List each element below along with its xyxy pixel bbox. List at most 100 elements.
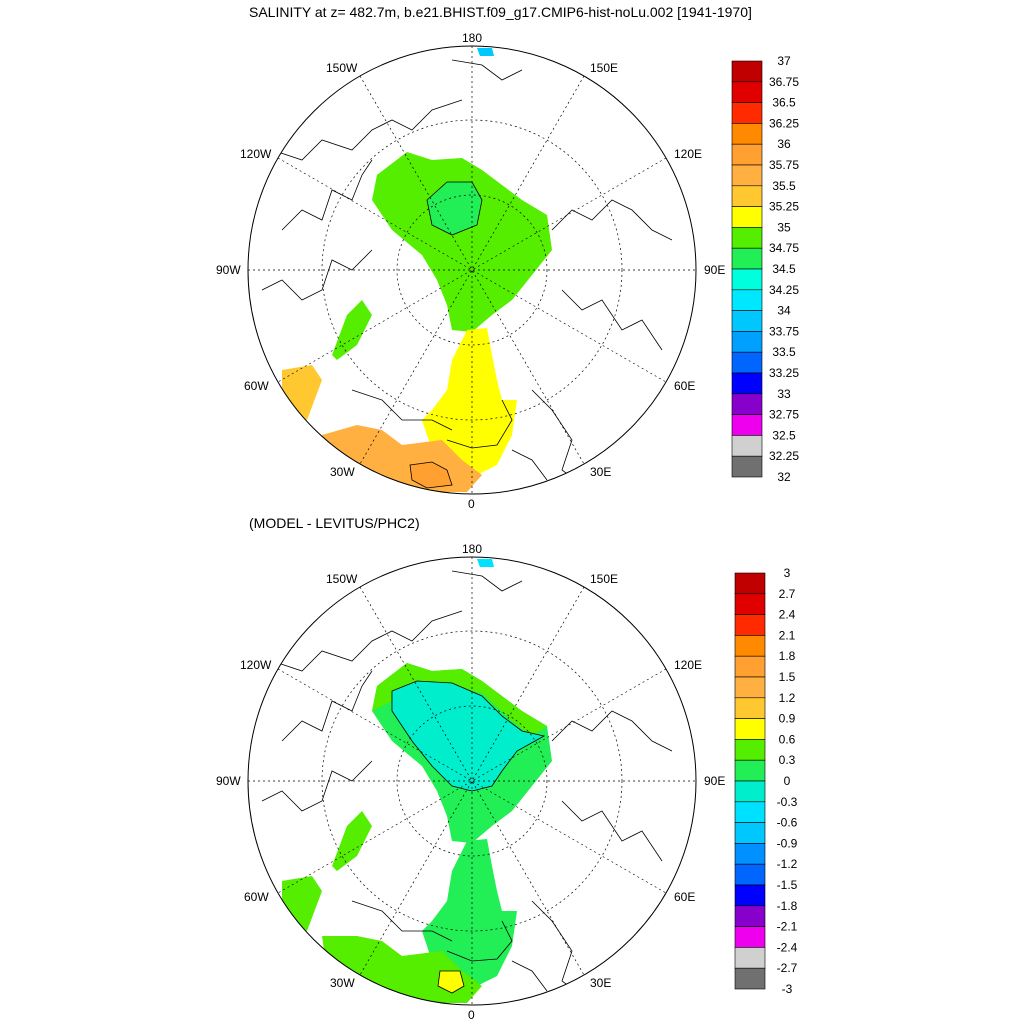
colorbar-swatch	[734, 635, 766, 657]
bottom-map: 180 150W 150E 120W 120E 90W 90E 60W 60E …	[216, 542, 725, 1022]
lon-label-30e: 30E	[590, 465, 611, 479]
colorbar-swatch	[734, 905, 766, 927]
diff-contour-nordic	[446, 920, 513, 962]
colorbar-swatch	[734, 822, 766, 844]
colorbar-swatch	[731, 60, 763, 83]
colorbar-swatch	[734, 655, 766, 678]
colorbar-label: -3	[782, 982, 793, 996]
colorbar-label: 33.75	[769, 324, 799, 338]
colorbar-swatch	[731, 435, 763, 457]
colorbar-label: 32.75	[769, 408, 799, 422]
colorbar-swatch	[734, 572, 766, 595]
colorbar-top: 37 36.75 36.5 36.25 36 35.75 35.5 35.25 35 34.75 3…	[731, 54, 799, 484]
colorbar-label: 34	[777, 304, 791, 318]
colorbar-swatch	[731, 351, 763, 374]
map-title: SALINITY at z= 482.7m, b.e21.BHIST.f09_g…	[249, 4, 752, 20]
colorbar-swatch	[731, 268, 763, 291]
colorbar-swatch	[731, 185, 763, 207]
colorbar-swatch	[734, 947, 766, 969]
salinity-field-atlantic-dark	[409, 461, 453, 489]
diff-field-atlantic-yellow	[437, 970, 465, 994]
colorbar-label: 2.1	[779, 628, 796, 642]
salinity-field-central	[372, 152, 552, 332]
lon-label-30w: 30W	[330, 976, 355, 990]
colorbar-swatch	[731, 143, 763, 166]
colorbar-label: 1.2	[779, 691, 796, 705]
lon-label-0: 0	[468, 1008, 475, 1022]
coastlines	[261, 59, 673, 486]
colorbar-swatch	[731, 289, 763, 311]
colorbar-swatch	[731, 393, 763, 415]
colorbar-label: 34.5	[772, 262, 796, 276]
lon-label-60w: 60W	[244, 890, 269, 904]
colorbar-swatch	[731, 81, 763, 103]
contour-nordic	[446, 399, 513, 449]
colorbar-swatch	[734, 863, 766, 886]
small-patch-bottom	[477, 559, 494, 567]
colorbar-label: 0	[784, 774, 791, 788]
colorbar-label: -1.5	[777, 878, 798, 892]
colorbar-swatch	[734, 739, 766, 761]
top-map: 180 150W 150E 120W 120E 90W 90E 60W 60E …	[216, 31, 725, 511]
colorbar-swatch	[731, 455, 763, 478]
lon-label-90w: 90W	[216, 774, 241, 788]
colorbar-swatch	[734, 926, 766, 948]
lon-label-60e: 60E	[674, 379, 695, 393]
lon-label-60w: 60W	[244, 379, 269, 393]
colorbar-label: -1.2	[777, 857, 798, 871]
colorbar-swatch	[731, 102, 763, 124]
diff-field-labrador-south	[282, 876, 322, 931]
coastlines-bottom	[261, 570, 673, 997]
colorbar-label: 0.9	[779, 712, 796, 726]
colorbar-label: 32	[777, 470, 791, 484]
lon-label-90e: 90E	[704, 263, 725, 277]
colorbar-swatch	[734, 843, 766, 865]
lon-label-120e: 120E	[674, 147, 702, 161]
lon-label-150w: 150W	[326, 572, 358, 586]
colorbar-label: 36.5	[772, 96, 796, 110]
colorbar-label: 32.25	[769, 449, 799, 463]
colorbar-swatch	[734, 697, 766, 719]
colorbar-label: 34.75	[769, 241, 799, 255]
colorbar-label: 33	[777, 387, 791, 401]
colorbar-label: 35	[777, 220, 791, 234]
colorbar-label: 33.5	[772, 345, 796, 359]
lon-label-30w: 30W	[330, 465, 355, 479]
salinity-field-labrador	[332, 300, 372, 360]
colorbar-swatch	[731, 227, 763, 249]
graticule-bottom	[248, 557, 696, 1005]
lon-label-90w: 90W	[216, 263, 241, 277]
colorbar-label: -2.7	[777, 961, 798, 975]
lon-label-90e: 90E	[704, 774, 725, 788]
lon-label-150e: 150E	[590, 61, 618, 75]
colorbar-label: 2.7	[779, 587, 796, 601]
lon-label-150w: 150W	[326, 61, 358, 75]
salinity-field-nordic	[422, 328, 517, 475]
colorbar-label: 32.5	[772, 428, 796, 442]
colorbar-label: -0.3	[777, 795, 798, 809]
lon-label-120w: 120W	[240, 658, 272, 672]
colorbar-swatch	[734, 780, 766, 803]
salinity-inner-contour	[426, 181, 483, 236]
colorbar-label: -2.4	[777, 940, 798, 954]
map-border	[247, 45, 697, 495]
colorbar-label: 36	[777, 137, 791, 151]
colorbar-label: 35.5	[772, 179, 796, 193]
lon-label-120w: 120W	[240, 147, 272, 161]
colorbar-bottom: 3 2.7 2.4 2.1 1.8 1.5 1.2 0.9 0.6 0.3 0 -0.3 -0.6 -0.…	[734, 566, 798, 996]
colorbar-label: 0.3	[779, 753, 796, 767]
colorbar-swatch	[734, 967, 766, 990]
colorbar-swatch	[734, 801, 766, 823]
colorbar-label: 36.25	[769, 116, 799, 130]
colorbar-swatch	[731, 310, 763, 332]
lon-label-180: 180	[462, 31, 482, 45]
colorbar-swatch	[731, 247, 763, 270]
colorbar-label: -2.1	[777, 920, 798, 934]
colorbar-swatch	[731, 372, 763, 395]
colorbar-swatch	[731, 331, 763, 353]
lon-label-180: 180	[462, 542, 482, 556]
colorbar-label: 1.8	[779, 649, 796, 663]
colorbar-swatch	[731, 206, 763, 228]
lon-label-0: 0	[468, 497, 475, 511]
